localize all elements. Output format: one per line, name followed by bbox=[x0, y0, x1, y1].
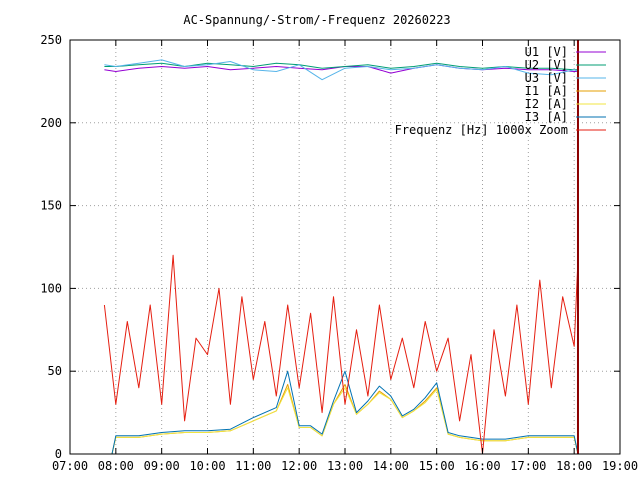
y-tick-label: 100 bbox=[40, 281, 62, 295]
series-line-u1-v bbox=[104, 64, 578, 74]
y-tick-label: 150 bbox=[40, 199, 62, 213]
y-tick-label: 200 bbox=[40, 116, 62, 130]
legend: U1 [V]U2 [V]U3 [V]I1 [A]I2 [A]I3 [A]Freq… bbox=[395, 45, 606, 137]
series-line-frequenz-hz-1000x-zoom bbox=[103, 254, 579, 455]
legend-label: U1 [V] bbox=[525, 45, 568, 59]
x-tick-label: 10:00 bbox=[189, 459, 225, 473]
x-tick-label: 12:00 bbox=[281, 459, 317, 473]
legend-label: U2 [V] bbox=[525, 58, 568, 72]
series-line-i1-a bbox=[104, 383, 579, 455]
x-tick-label: 11:00 bbox=[235, 459, 271, 473]
x-tick-label: 07:00 bbox=[52, 459, 88, 473]
axis-ticks: 0 50 100 150 200 250 07:00 08:00 09:00 10:00 11:00… bbox=[40, 33, 638, 473]
x-tick-label: 09:00 bbox=[144, 459, 180, 473]
series-line-u3-v bbox=[104, 59, 579, 81]
series-line-i3-a bbox=[104, 370, 579, 455]
y-tick-label: 50 bbox=[48, 364, 62, 378]
legend-label: Frequenz [Hz] 1000x Zoom bbox=[395, 123, 568, 137]
y-tick-label: 0 bbox=[55, 447, 62, 461]
x-tick-label: 13:00 bbox=[327, 459, 363, 473]
x-tick-label: 08:00 bbox=[98, 459, 134, 473]
x-tick-label: 14:00 bbox=[373, 459, 409, 473]
x-tick-label: 16:00 bbox=[464, 459, 500, 473]
chart-title: AC-Spannung/-Strom/-Frequenz 20260223 bbox=[183, 13, 450, 27]
x-tick-label: 19:00 bbox=[602, 459, 638, 473]
x-tick-label: 15:00 bbox=[419, 459, 455, 473]
series-line-i2-a bbox=[104, 387, 579, 455]
legend-label: U3 [V] bbox=[525, 71, 568, 85]
series-line-u2-v bbox=[104, 62, 578, 71]
legend-label: I3 [A] bbox=[525, 110, 568, 124]
plot-area bbox=[103, 59, 579, 455]
legend-label: I2 [A] bbox=[525, 97, 568, 111]
legend-label: I1 [A] bbox=[525, 84, 568, 98]
x-tick-label: 17:00 bbox=[510, 459, 546, 473]
y-tick-label: 250 bbox=[40, 33, 62, 47]
x-tick-label: 18:00 bbox=[556, 459, 592, 473]
